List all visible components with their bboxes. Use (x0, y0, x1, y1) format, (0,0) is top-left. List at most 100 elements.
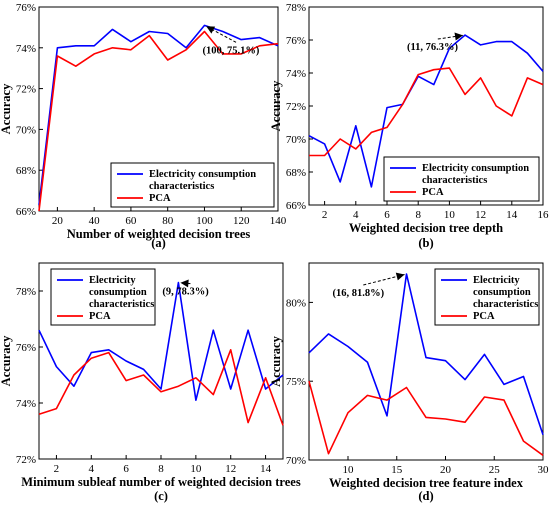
legend-label: PCA (422, 187, 444, 198)
x-tick-label: 20 (52, 215, 64, 227)
y-tick-label: 76% (286, 35, 306, 47)
chart-panel-2: 2 4 6 8 10 12 14 16 66% 68% 70% 72% 74% 76% 78% Weighte… (269, 2, 549, 250)
legend-label: PCA (149, 193, 171, 204)
best-point-annotation: (16, 81.8%) (333, 272, 405, 299)
legend-label: PCA (89, 311, 111, 322)
plot-frame (308, 262, 544, 461)
x-tick-label: 12 (475, 209, 486, 221)
x-tick-label: 30 (538, 464, 550, 476)
series-line-2 (38, 30, 279, 212)
legend-label: Electricity (89, 275, 136, 286)
panel-caption: (c) (154, 489, 168, 503)
y-tick-label: 70% (286, 134, 306, 146)
x-tick-label: 80 (162, 215, 174, 227)
annotation-arrowhead (180, 279, 189, 288)
series-line-1 (38, 24, 279, 205)
y-tick-label: 68% (16, 165, 36, 177)
annotation-arrow (205, 25, 237, 43)
x-tick-label: 120 (233, 215, 250, 227)
legend-label: consumption (473, 287, 531, 298)
x-tick-label: 2 (54, 463, 60, 475)
annotation-label: (9, 78.3%) (162, 287, 209, 298)
y-tick-label: 72% (16, 84, 36, 96)
legend-label: characteristics (422, 175, 487, 186)
best-point-annotation: (100, 75.1%) (202, 25, 260, 56)
legend-label: characteristics (149, 181, 214, 192)
y-tick-label: 75% (286, 376, 306, 388)
y-tick-label: 66% (16, 206, 36, 218)
x-tick-label: 16 (538, 209, 550, 221)
legend-box (110, 162, 275, 208)
legend-box (383, 156, 540, 202)
x-tick-label: 10 (343, 464, 355, 476)
x-tick-label: 2 (322, 209, 328, 221)
x-tick-label: 6 (123, 463, 129, 475)
y-tick-label: 74% (16, 43, 36, 55)
x-tick-label: 100 (196, 215, 213, 227)
x-tick-label: 40 (89, 215, 101, 227)
x-axis-label: Weighted decision tree feature index (329, 476, 524, 490)
y-tick-label: 76% (16, 2, 36, 14)
legend-label: Electricity consumption (422, 163, 529, 174)
legend-label: PCA (473, 311, 495, 322)
x-tick-label: 60 (125, 215, 137, 227)
series-line-2 (309, 67, 544, 157)
annotation-label: (11, 76.3%) (407, 42, 459, 53)
panel-caption: (a) (151, 236, 166, 250)
legend-label: characteristics (89, 299, 154, 310)
x-tick-label: 140 (270, 215, 287, 227)
annotation-arrowhead (454, 32, 464, 41)
plot-frame (38, 6, 279, 212)
x-tick-label: 12 (225, 463, 236, 475)
y-tick-label: 72% (16, 454, 36, 466)
legend-label: consumption (89, 287, 147, 298)
y-tick-label: 70% (286, 455, 306, 467)
y-axis-label: Accuracy (0, 335, 13, 386)
x-tick-label: 20 (440, 464, 452, 476)
series-line-1 (308, 273, 544, 436)
x-tick-label: 10 (444, 209, 456, 221)
series-line-2 (38, 348, 284, 426)
y-tick-label: 78% (16, 286, 36, 298)
panel-caption: (d) (418, 489, 433, 503)
x-tick-label: 6 (384, 209, 390, 221)
legend-label: Electricity (473, 275, 520, 286)
legend: Electricity consumptioncharacteristicsPC… (110, 162, 275, 208)
y-tick-label: 76% (16, 342, 36, 354)
chart-panel-3: 2 4 6 8 10 12 14 72% 74% 76% 78% Minimum subleaf nu… (0, 262, 301, 503)
y-tick-label: 70% (16, 124, 36, 136)
annotation-label: (100, 75.1%) (202, 45, 259, 56)
y-tick-label: 72% (286, 101, 306, 113)
y-tick-label: 68% (286, 167, 306, 179)
y-tick-label: 74% (286, 68, 306, 80)
x-axis-label: Number of weighted decision trees (67, 227, 251, 241)
x-tick-label: 14 (506, 209, 518, 221)
y-tick-label: 78% (286, 2, 306, 14)
annotation-label: (16, 81.8%) (333, 288, 385, 299)
x-tick-label: 15 (391, 464, 403, 476)
x-tick-label: 25 (489, 464, 501, 476)
panel-caption: (b) (418, 236, 433, 250)
x-tick-label: 10 (190, 463, 202, 475)
x-tick-label: 8 (415, 209, 421, 221)
chart-panel-4: 10 15 20 25 30 70% 75% 80% Weighted decision tre… (269, 262, 550, 503)
x-tick-label: 4 (89, 463, 95, 475)
annotation-arrowhead (395, 272, 405, 281)
x-tick-label: 8 (158, 463, 164, 475)
y-axis-label: Accuracy (0, 83, 13, 134)
y-axis-label: Accuracy (269, 335, 283, 386)
legend: Electricity consumptioncharacteristicsPC… (383, 156, 540, 202)
chart-panel-1: 20 40 60 80 100 120 140 66% 68% 70% 72% 74% 76% Numbe… (0, 2, 287, 250)
y-tick-label: 74% (16, 398, 36, 410)
x-axis-label: Minimum subleaf number of weighted decis… (21, 475, 301, 489)
y-axis-label: Accuracy (269, 80, 283, 131)
series-line-1 (38, 281, 284, 402)
x-tick-label: 4 (353, 209, 359, 221)
y-tick-label: 80% (286, 297, 306, 309)
series-line-1 (308, 34, 544, 188)
annotation-arrowhead (206, 26, 216, 34)
legend-label: characteristics (473, 299, 538, 310)
